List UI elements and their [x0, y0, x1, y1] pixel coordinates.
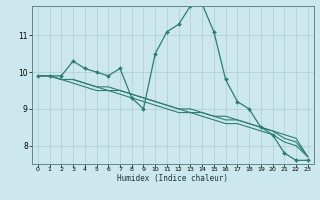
X-axis label: Humidex (Indice chaleur): Humidex (Indice chaleur) [117, 174, 228, 183]
